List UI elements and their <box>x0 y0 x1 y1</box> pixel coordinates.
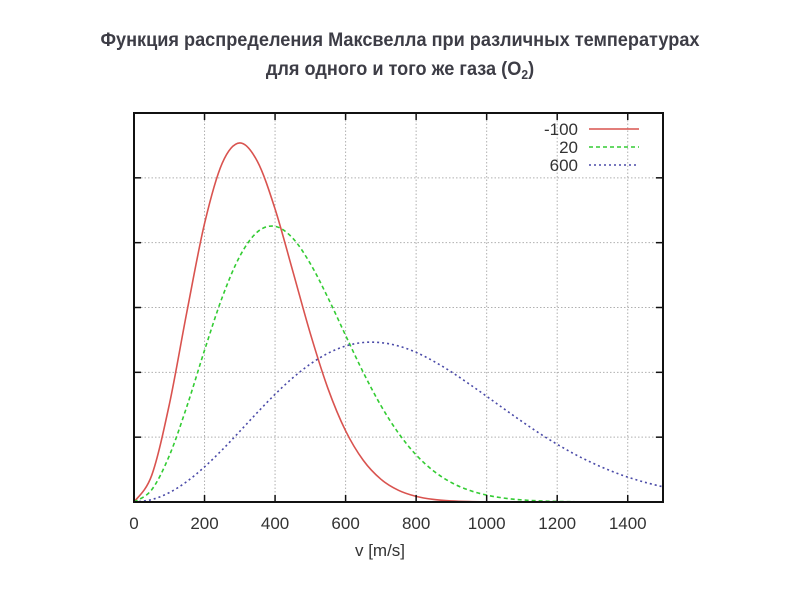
legend-label: 20 <box>559 138 578 157</box>
x-tick-label: 0 <box>129 514 138 533</box>
x-axis-label: v [m/s] <box>355 541 405 560</box>
plot-border <box>133 112 664 503</box>
grid-lines <box>134 113 663 502</box>
x-tick-label: 400 <box>261 514 289 533</box>
x-tick-label: 600 <box>331 514 359 533</box>
legend-label: 600 <box>550 156 578 175</box>
title-subscript: 2 <box>521 67 529 82</box>
series-line-600 <box>133 341 664 503</box>
x-tick-label: 1000 <box>468 514 506 533</box>
chart-title-line-2: для одного и того же газа (O2) <box>28 55 772 89</box>
title-text-end: ) <box>528 58 535 80</box>
chart-title: Функция распределения Максвелла при разл… <box>28 26 772 89</box>
x-axis-ticks: 0 200 400 600 800 1000 1200 1400 <box>129 514 646 533</box>
x-tick-label: 800 <box>402 514 430 533</box>
x-tick-label: 1400 <box>609 514 647 533</box>
legend-label: -100 <box>544 120 578 139</box>
title-text: для одного и того же газа (O <box>265 58 522 80</box>
series-line-20 <box>133 225 664 503</box>
data-series <box>133 142 664 503</box>
x-tick-label: 1200 <box>538 514 576 533</box>
x-tick-label: 200 <box>190 514 218 533</box>
chart-title-line-1: Функция распределения Максвелла при разл… <box>100 29 700 51</box>
series-line--100 <box>133 142 663 503</box>
plot-frame <box>133 112 664 503</box>
